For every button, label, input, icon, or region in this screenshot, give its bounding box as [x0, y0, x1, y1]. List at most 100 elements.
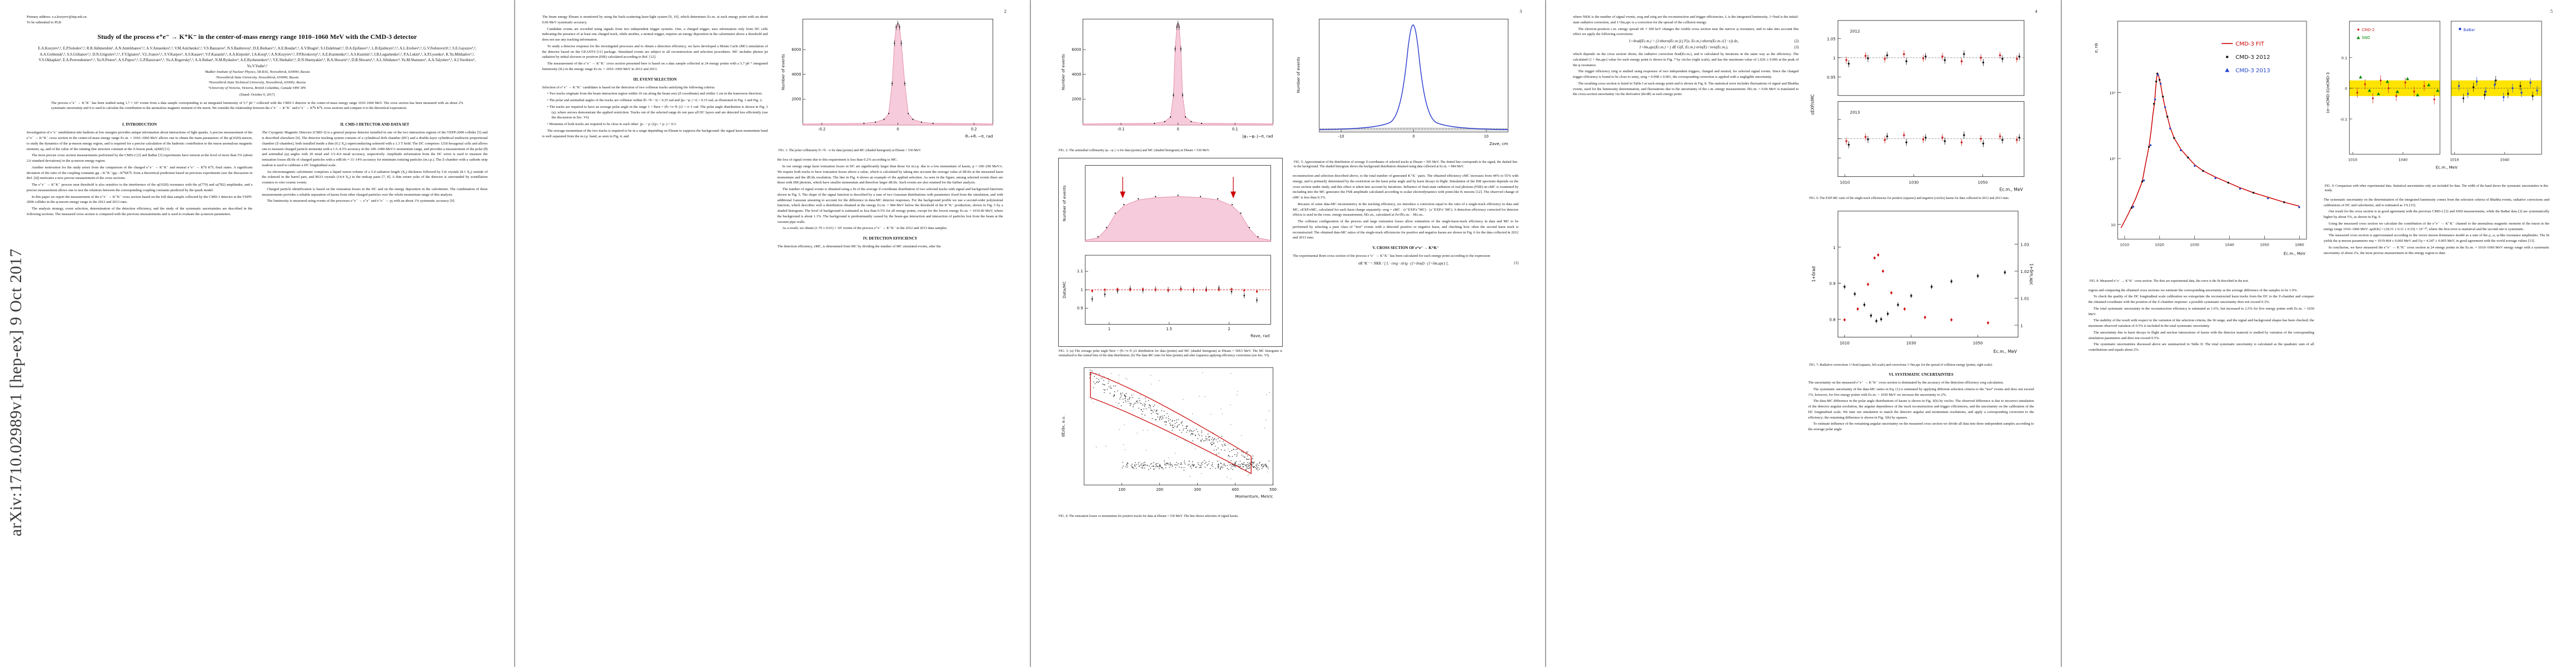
page-3: 3 2000 4000 [1030, 0, 1546, 667]
paragraph: The measured cross section is approximat… [2323, 233, 2550, 243]
affiliation: ¹Budker Institute of Nuclear Physics, SB… [205, 70, 310, 74]
equation-1: σK⁺K⁻ = NKK / [ L · εreg · εtrig · (1+δr… [1293, 261, 1518, 266]
x-tick: -10 [1338, 135, 1344, 139]
x-axis-label: Ec.m., MeV [2435, 165, 2457, 170]
paragraph: The average momentum of the two tracks i… [542, 128, 768, 138]
paragraph: Using the measured cross section we calc… [2323, 221, 2550, 231]
legend-snd-label: SND [2361, 35, 2370, 40]
x-tick: 2 [1228, 327, 1230, 331]
y-tick: 0.1 [2341, 56, 2347, 60]
fit-curve [2120, 72, 2299, 228]
kaon-selection-contour [1090, 371, 1252, 474]
data-points [1153, 21, 1203, 124]
ratio-points [1091, 285, 1258, 303]
abstract: The process e⁺e⁻ → K⁺K⁻ has been studied… [51, 101, 464, 111]
background-histogram [1319, 127, 1508, 131]
paragraph: The collinear configuration of the proce… [1293, 220, 1519, 240]
page4-right-column: 2012 2013 1.05 1 0.95 1010 1030 1050 Ec.… [1808, 14, 2034, 434]
paragraph: the loss of signal events due to this re… [777, 158, 898, 162]
x-tick: 1040 [2398, 157, 2408, 162]
figure-caption: FIG. 8: Measured e⁺e⁻ → K⁺K⁻ cross secti… [2089, 279, 2249, 283]
figure-caption: FIG. 6: The EXP-MC ratio of the single-t… [1809, 197, 2010, 201]
section-heading: II. CMD-3 DETECTOR AND DATA SET [340, 122, 410, 127]
y-axis-label: Number of events [780, 54, 785, 90]
page-4: 4 where NKK is the number of signal even… [1546, 0, 2061, 667]
mc-histogram [1082, 23, 1273, 126]
page5-right-column: CMD-2 SND BaBar 0.1 0 -0.1 1010 1040 101… [2323, 14, 2550, 354]
y-axis-label: εEXP/εMC [1810, 94, 1815, 115]
y-tick: 0.9 [1077, 306, 1083, 311]
legend-babar-label: BaBar [2463, 27, 2475, 32]
fig9-comparison-plot: CMD-2 SND BaBar 0.1 0 -0.1 1010 1040 101… [2323, 14, 2550, 182]
y-axis-label: dE/dx, a.u. [1060, 415, 1065, 437]
paper-title: Study of the process e⁺e⁻ → K⁺K⁻ in the … [97, 32, 417, 41]
data-points-2012 [2130, 72, 2285, 209]
equation-number: (2) [1794, 39, 1799, 43]
page-5: 5 [2061, 0, 2576, 667]
y-tick: 1 [1833, 245, 1836, 250]
x-axis-label: Ec.m., MeV [1994, 349, 2017, 354]
y-tick-right: 1 [2021, 323, 2023, 328]
x-axis-label: Ec.m., MeV [2000, 187, 2024, 192]
page1-right-column: II. CMD-3 DETECTOR AND DATA SET The Cryo… [262, 117, 487, 218]
spread-correction-points [1843, 253, 1990, 325]
paragraph: The uncertainty on the measured e⁺e⁻ → K… [1808, 381, 2004, 385]
x-tick: 0 [1412, 135, 1414, 139]
x-tick: 1020 [2155, 242, 2164, 247]
page-number: 5 [2550, 9, 2553, 14]
selection-arrows [1119, 177, 1236, 199]
y-tick: 1 [1080, 288, 1083, 292]
equation-number: (3) [1794, 46, 1799, 49]
y-tick: 0.9 [1830, 281, 1836, 286]
paragraph: The systematic uncertainties discussed a… [2088, 342, 2314, 352]
data-points [1097, 195, 1259, 238]
x-tick: 300 [1194, 487, 1201, 492]
page-number: 3 [1519, 9, 1522, 14]
x-tick: 0.1 [1232, 127, 1238, 131]
x-axis-label: θave, rad [1250, 334, 1269, 339]
paragraph: The data-MC difference in the polar angl… [1808, 399, 2034, 420]
paragraph: The measurement of the e⁺e⁻ → K⁺K⁻ cross… [542, 62, 768, 71]
x-tick: 1010 [2450, 157, 2459, 162]
snd-points [2359, 75, 2439, 97]
paragraph: Because of some data-MC inconsistency in… [1293, 202, 1519, 217]
section-heading: III. EVENT SELECTION [633, 77, 677, 82]
paragraph: region and comparing the obtained cross … [2088, 288, 2298, 292]
paragraph: The analysis strategy, event selection, … [27, 207, 253, 216]
bullet-item: • Momenta of both tracks are required to… [547, 122, 677, 126]
x-axis-label: Zave, cm [1489, 141, 1508, 146]
bullet-item: • The tracks are required to have an ave… [547, 104, 768, 120]
x-tick: 1010 [1840, 341, 1850, 346]
y-axis-label-right: 1+δm,apc [2029, 263, 2034, 285]
x-tick: 0.2 [971, 127, 977, 131]
paragraph: The number of signal events is obtained … [777, 187, 1003, 224]
x-tick: 0 [1177, 127, 1179, 131]
equation-3: 1+δm,apc(Ec.m.) = ∫ dE G(E, Ec.m.) σvis(… [1573, 46, 1798, 49]
paragraph: which depends on the cross section σborn… [1573, 52, 1799, 67]
figure-8: CMD-3 FIT CMD-3 2012 CMD-3 2013 10³ 10² … [2088, 14, 2314, 277]
figure-1: 2000 4000 6000 -0.2 0 0.2 θ₊+θ₋−π, rad N… [777, 14, 1003, 147]
equation-body: 1+δrad(Ec.m.) = (1/σborn(Ec.m.)) ∫ F(x, … [1628, 39, 1739, 43]
figure-caption: FIG. 7: Radiative corrections 1+δrad (sq… [1809, 364, 1993, 367]
x-tick: 1040 [2500, 157, 2509, 162]
x-tick: 400 [1232, 487, 1239, 492]
paragraph: Investigation of e⁺e⁻ annihilation into … [27, 131, 253, 151]
x-tick: 10 [1484, 135, 1489, 139]
panel-label: 2013 [1850, 109, 1860, 115]
affiliation: ²Novosibirsk State University, Novosibir… [216, 75, 299, 79]
page-1: Primary address: e.a.kozyrev@inp.nsk.su … [0, 0, 515, 667]
paragraph: Selection of e⁺e⁻ → K⁺K⁻ candidates is b… [542, 85, 715, 89]
page4-left-column: where NKK is the number of signal events… [1573, 14, 1798, 434]
page-number: 2 [1004, 9, 1007, 14]
panel-legends: CMD-2 SND BaBar [2356, 27, 2475, 40]
paragraph: The e⁺e⁻ → K⁺K⁻ process near threshold i… [27, 183, 253, 192]
paragraph: The experimental Born cross section of t… [1293, 254, 1491, 258]
page1-left-column: I. INTRODUCTION Investigation of e⁺e⁻ an… [27, 117, 252, 218]
x-tick: 1050 [2260, 242, 2269, 247]
page-2: 2 The beam energy Ebeam is monitored by … [515, 0, 1030, 667]
paragraph: The luminosity is measured using events … [267, 199, 455, 203]
affiliation: ³Novosibirsk State Technical University,… [208, 81, 306, 85]
x-tick: 1040 [2225, 242, 2234, 247]
y-axis-label: Data/MC [1062, 281, 1067, 298]
paragraph: In this paper we report the measurement … [27, 195, 253, 205]
